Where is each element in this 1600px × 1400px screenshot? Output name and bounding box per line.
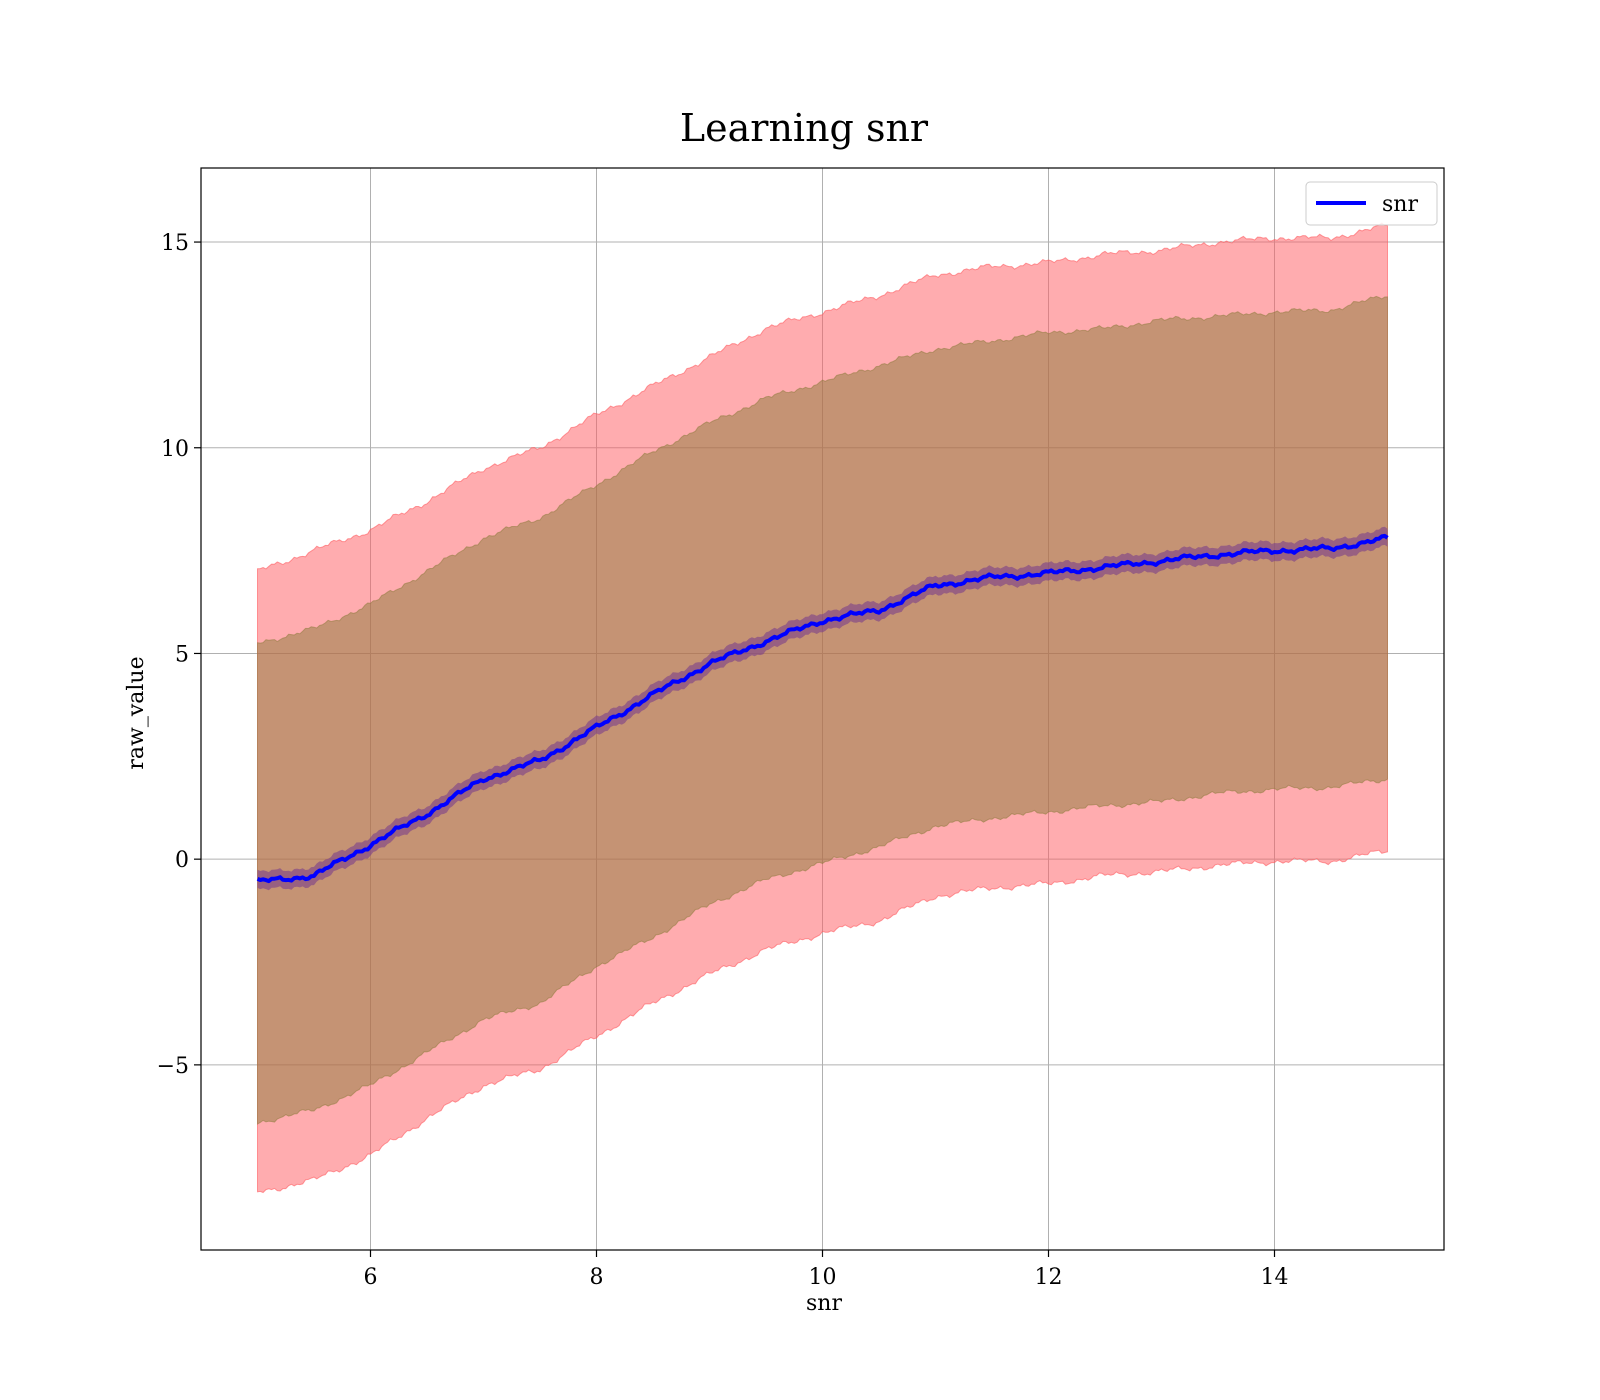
x-tick-label: 12 (1035, 1265, 1063, 1290)
legend-box (1305, 181, 1438, 226)
x-tick-label: 10 (809, 1265, 837, 1290)
y-tick-label: 15 (161, 231, 189, 256)
chart-title: Learning snr (680, 106, 929, 150)
x-axis-ticks: 6 8 10 12 14 (364, 1250, 1289, 1290)
y-tick-label: 5 (175, 642, 189, 667)
mean-confidence-band (257, 526, 1388, 891)
y-tick-label: 10 (161, 437, 189, 462)
series-lines (256, 533, 1389, 884)
x-tick-label: 14 (1261, 1265, 1289, 1290)
y-axis-label: raw_value (124, 656, 149, 769)
y-tick-label: −5 (157, 1054, 189, 1079)
legend-label-snr: snr (1382, 192, 1418, 217)
y-axis-ticks: −5 0 5 10 15 (157, 231, 201, 1079)
legend: snr (1305, 181, 1438, 226)
x-tick-label: 8 (590, 1265, 604, 1290)
series-line-snr (256, 533, 1389, 884)
x-tick-label: 6 (364, 1265, 378, 1290)
y-tick-label: 0 (175, 848, 189, 873)
x-axis-label: snr (806, 1291, 842, 1316)
inner-confidence-band (257, 295, 1388, 1125)
bands (257, 222, 1388, 1194)
